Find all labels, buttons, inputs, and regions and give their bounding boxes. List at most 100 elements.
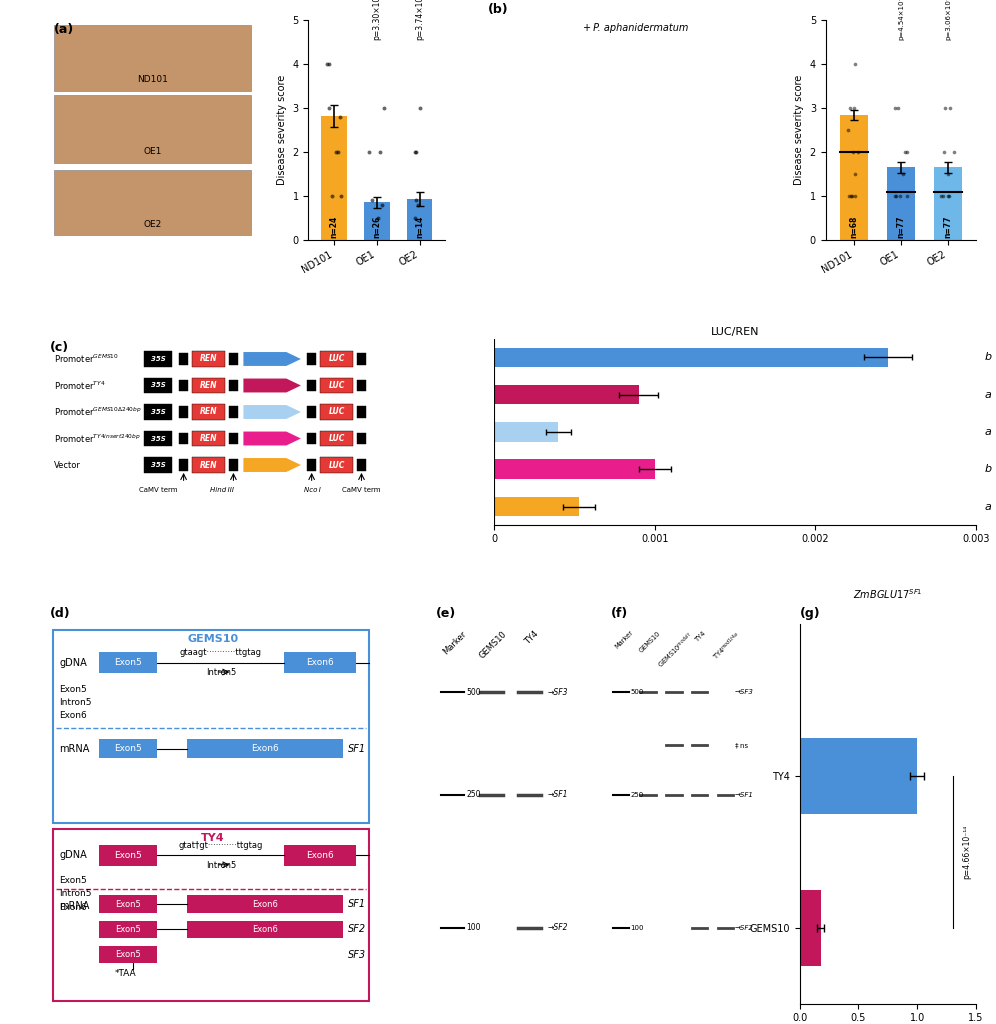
Text: (d): (d)	[50, 607, 71, 621]
Text: ND101: ND101	[136, 75, 167, 84]
Text: Aboveground: Aboveground	[505, 58, 514, 110]
Bar	[308, 459, 316, 471]
Bar	[358, 407, 366, 418]
Bar	[494, 460, 654, 479]
Point	[936, 347, 952, 364]
Bar	[186, 739, 344, 758]
Bar	[406, 199, 432, 240]
Bar	[886, 167, 915, 240]
Bar	[186, 895, 344, 913]
Text: REN: REN	[200, 354, 217, 364]
FancyArrow shape	[243, 406, 301, 419]
Text: SF1: SF1	[348, 899, 367, 909]
Text: Intron5: Intron5	[60, 889, 92, 898]
Text: p=4.54×10⁻¹³: p=4.54×10⁻¹³	[897, 0, 904, 40]
Point	[848, 166, 864, 182]
Point	[406, 143, 422, 160]
Text: 35S: 35S	[150, 435, 165, 441]
Text: p=4.66×10⁻¹⁴: p=4.66×10⁻¹⁴	[962, 824, 971, 879]
Text: Root: Root	[505, 176, 514, 194]
Bar	[192, 404, 225, 420]
Point	[924, 758, 940, 774]
Point	[887, 100, 903, 117]
Bar	[285, 652, 357, 673]
Bar	[186, 921, 344, 938]
Bar	[800, 738, 917, 814]
Text: (g): (g)	[800, 607, 820, 621]
Text: LUC: LUC	[329, 461, 345, 470]
Text: b: b	[984, 352, 991, 362]
Bar	[308, 407, 316, 418]
Point	[321, 100, 337, 117]
Bar	[179, 407, 188, 418]
Text: LUC: LUC	[329, 434, 345, 443]
Point	[333, 187, 349, 204]
Text: →SF2: →SF2	[735, 925, 753, 931]
Point	[801, 935, 817, 951]
Text: Intron5: Intron5	[206, 668, 236, 677]
Point	[328, 143, 344, 160]
Bar	[308, 432, 316, 444]
Point	[890, 100, 906, 117]
Bar	[285, 845, 357, 865]
Text: Vector: Vector	[54, 461, 81, 470]
Point	[812, 932, 828, 948]
Point	[808, 922, 824, 938]
Bar	[800, 890, 821, 966]
Text: Intron5: Intron5	[206, 860, 236, 869]
Text: + ​P. aphanidermatum: + ​P. aphanidermatum	[583, 23, 688, 33]
Text: (b): (b)	[488, 3, 508, 16]
Text: +: +	[631, 23, 639, 33]
Bar	[143, 404, 172, 420]
Text: *TAA: *TAA	[115, 970, 136, 978]
Point	[320, 56, 336, 73]
Text: mRNA: mRNA	[60, 743, 90, 754]
Point	[630, 459, 646, 475]
Point	[365, 193, 380, 209]
Point	[406, 210, 422, 226]
Point	[408, 193, 424, 209]
Text: Promoter$^{TY4}$: Promoter$^{TY4}$	[54, 379, 106, 392]
Text: p=3.06×10⁻¹¹: p=3.06×10⁻¹¹	[944, 0, 951, 40]
Text: Nco I: Nco I	[304, 486, 321, 493]
Point	[848, 56, 864, 73]
Text: REN: REN	[200, 461, 217, 470]
Point	[940, 187, 956, 204]
Bar	[192, 378, 225, 393]
Point	[847, 100, 863, 117]
Bar	[358, 380, 366, 391]
Text: (c): (c)	[50, 341, 69, 353]
Point	[408, 143, 424, 160]
Text: b: b	[984, 464, 991, 474]
Point	[575, 421, 591, 437]
Text: Exon5: Exon5	[115, 744, 141, 753]
Text: 250: 250	[466, 791, 481, 800]
Bar	[494, 385, 638, 404]
Point	[825, 923, 841, 939]
Point	[412, 100, 428, 117]
Text: a: a	[984, 502, 991, 512]
Text: LUC: LUC	[329, 408, 345, 417]
Point	[872, 346, 887, 362]
Point	[936, 143, 952, 160]
Bar	[54, 170, 251, 236]
Point	[940, 187, 956, 204]
Text: OE2: OE2	[143, 220, 161, 228]
Text: 35S: 35S	[150, 409, 165, 415]
Bar	[192, 431, 225, 446]
Point	[805, 910, 821, 927]
Text: OE1: OE1	[626, 34, 644, 43]
Text: 500: 500	[466, 688, 481, 696]
Point	[615, 457, 630, 473]
Bar	[494, 497, 580, 516]
Point	[887, 354, 903, 371]
Bar	[179, 432, 188, 444]
Point	[373, 143, 388, 160]
Point	[622, 390, 638, 407]
Text: Promoter$^{GEMS10 Δ240bp}$: Promoter$^{GEMS10 Δ240bp}$	[54, 406, 141, 418]
Text: Exon6: Exon6	[251, 744, 279, 753]
FancyArrow shape	[243, 352, 301, 366]
Point	[654, 384, 670, 400]
Text: a: a	[984, 389, 991, 399]
Text: Exon5: Exon5	[60, 685, 88, 693]
